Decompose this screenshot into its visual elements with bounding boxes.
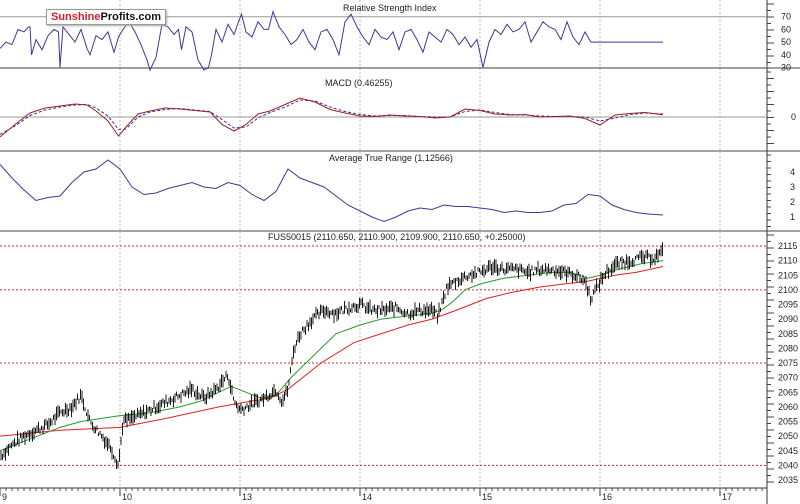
rsi-tick-label: 30 <box>781 63 791 73</box>
sunshine-profits-logo: SunshineProfits.com <box>46 9 167 25</box>
price-tick-label: 2040 <box>778 460 798 470</box>
slow-moving-average-line <box>0 265 664 437</box>
price-tick-label: 2090 <box>778 314 798 324</box>
price-tick-label: 2095 <box>778 300 798 310</box>
rsi-tick-label: 50 <box>781 37 791 47</box>
price-tick-label: 2055 <box>778 417 798 427</box>
macd-line <box>0 97 664 138</box>
rsi-line <box>0 9 663 72</box>
price-tick-label: 2050 <box>778 431 798 441</box>
macd-title: MACD (0.46255) <box>325 78 393 88</box>
price-tick-label: 2035 <box>778 475 798 485</box>
atr-tick-label: 4 <box>790 167 795 177</box>
price-tick-label: 2100 <box>778 285 798 295</box>
price-tick-label: 2060 <box>778 402 798 412</box>
price-tick-label: 2105 <box>778 270 798 280</box>
x-tick-label: 17 <box>722 492 732 502</box>
atr-tick-label: 1 <box>790 212 795 222</box>
x-tick-label: 9 <box>2 492 7 502</box>
price-tick-label: 2045 <box>778 446 798 456</box>
price-tick-label: 2065 <box>778 387 798 397</box>
price-tick-label: 2080 <box>778 343 798 353</box>
x-tick-label: 16 <box>602 492 612 502</box>
price-title: FUS50015 (2110.650, 2110.900, 2109.900, … <box>268 232 525 242</box>
rsi-tick-label: 60 <box>781 24 791 34</box>
fast-moving-average-line <box>0 260 664 452</box>
price-tick-label: 2070 <box>778 373 798 383</box>
x-tick-label: 15 <box>482 492 492 502</box>
price-tick-label: 2075 <box>778 358 798 368</box>
price-tick-label: 2115 <box>778 241 797 251</box>
rsi-title: Relative Strength Index <box>343 3 437 13</box>
x-tick-label: 14 <box>362 492 372 502</box>
rsi-tick-label: 40 <box>781 50 791 60</box>
rsi-tick-label: 70 <box>781 12 791 22</box>
x-tick-label: 10 <box>122 492 132 502</box>
price-tick-label: 2110 <box>778 256 797 266</box>
atr-tick-label: 3 <box>790 182 795 192</box>
x-tick-label: 13 <box>242 492 252 502</box>
price-tick-label: 2085 <box>778 329 798 339</box>
atr-title: Average True Range (1.12566) <box>329 153 453 163</box>
atr-tick-label: 2 <box>790 197 795 207</box>
atr-line <box>0 159 664 223</box>
macd-zero-label: 0 <box>791 112 796 122</box>
